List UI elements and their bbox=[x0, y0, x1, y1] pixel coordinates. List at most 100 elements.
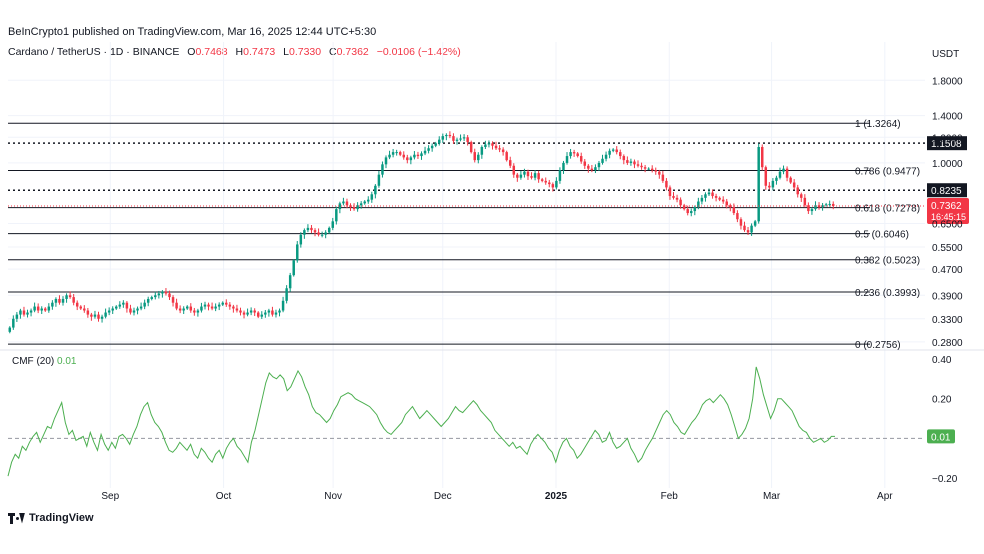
published-line: BeInCrypto1 published on TradingView.com… bbox=[8, 26, 377, 38]
fib-label-3: 0.5 (0.6046) bbox=[855, 230, 909, 241]
candle-body-47 bbox=[175, 302, 178, 309]
candle-body-132 bbox=[477, 154, 480, 161]
candle-body-6 bbox=[29, 310, 33, 313]
ohlc-high: 0.7473 bbox=[243, 46, 276, 58]
candle-body-177 bbox=[636, 164, 640, 166]
candle-body-43 bbox=[161, 291, 164, 294]
cmf-label: CMF (20) bbox=[12, 356, 54, 367]
candle-body-152 bbox=[548, 182, 551, 185]
candle-body-74 bbox=[271, 310, 274, 315]
candle-body-0 bbox=[8, 327, 12, 332]
candle-body-8 bbox=[36, 306, 40, 311]
candle-body-160 bbox=[576, 153, 579, 157]
candle-body-122 bbox=[441, 136, 445, 140]
price-axis-tick-5: 0.5500 bbox=[932, 243, 963, 254]
candle-body-66 bbox=[242, 312, 246, 315]
candle-body-76 bbox=[278, 310, 281, 313]
candle-body-3 bbox=[19, 310, 22, 315]
candle-body-54 bbox=[200, 306, 203, 311]
candle-body-46 bbox=[171, 297, 175, 303]
candle-body-111 bbox=[402, 154, 405, 158]
candle-body-223 bbox=[800, 194, 803, 198]
candle-body-27 bbox=[104, 312, 107, 317]
candle-body-16 bbox=[65, 295, 68, 299]
candle-body-56 bbox=[207, 304, 210, 307]
candle-body-100 bbox=[363, 201, 366, 204]
fib-label-0: 1 (1.3264) bbox=[855, 119, 901, 130]
cmf-value: 0.01 bbox=[57, 356, 77, 367]
candle-body-155 bbox=[558, 170, 562, 181]
candle-body-172 bbox=[619, 152, 622, 157]
candle-body-70 bbox=[256, 312, 260, 317]
candle-body-28 bbox=[107, 310, 111, 313]
candle-body-211 bbox=[757, 146, 760, 222]
candle-body-67 bbox=[246, 312, 249, 315]
candle-body-88 bbox=[320, 234, 324, 236]
candle-body-148 bbox=[533, 173, 537, 178]
price-axis-tick-2: 1.2000 bbox=[932, 133, 963, 144]
candle-body-168 bbox=[604, 154, 608, 159]
candle-body-82 bbox=[299, 234, 303, 245]
candle-body-137 bbox=[494, 145, 498, 149]
candle-body-38 bbox=[143, 302, 146, 307]
candle-body-141 bbox=[508, 160, 512, 166]
candle-body-65 bbox=[239, 310, 242, 313]
candle-body-139 bbox=[501, 149, 505, 153]
candle-body-97 bbox=[352, 207, 356, 210]
candle-body-22 bbox=[86, 310, 90, 315]
candle-body-162 bbox=[583, 161, 587, 166]
candle-body-7 bbox=[33, 306, 36, 311]
candle-body-50 bbox=[186, 306, 189, 309]
candle-body-103 bbox=[374, 185, 377, 195]
candle-body-214 bbox=[768, 185, 771, 188]
candle-body-98 bbox=[356, 205, 359, 210]
candle-body-227 bbox=[814, 205, 817, 210]
candle-body-117 bbox=[423, 150, 427, 154]
candle-body-52 bbox=[193, 310, 196, 313]
candle-body-220 bbox=[789, 177, 792, 183]
candle-body-55 bbox=[203, 304, 207, 307]
tradingview-logo-icon bbox=[8, 512, 25, 524]
candle-body-112 bbox=[406, 157, 409, 161]
cmf-value-tag bbox=[927, 429, 955, 444]
candle-body-228 bbox=[817, 205, 821, 208]
candle-body-170 bbox=[611, 149, 615, 151]
price-axis-tick-9: 0.2800 bbox=[932, 338, 963, 349]
candle-body-42 bbox=[157, 293, 161, 296]
price-axis-tick-3: 1.0000 bbox=[932, 159, 963, 170]
candle-body-158 bbox=[569, 152, 572, 157]
candle-body-124 bbox=[448, 134, 452, 137]
candle-body-193 bbox=[693, 207, 697, 212]
fib-label-1: 0.786 (0.9477) bbox=[855, 166, 920, 177]
candle-body-171 bbox=[615, 149, 618, 153]
candle-body-173 bbox=[622, 156, 626, 161]
candle-body-106 bbox=[384, 157, 388, 165]
candle-body-127 bbox=[459, 138, 462, 140]
candle-body-179 bbox=[643, 167, 647, 169]
candle-body-126 bbox=[455, 139, 459, 141]
candle-body-125 bbox=[452, 136, 455, 141]
last-price-countdown: 16:45:15 bbox=[931, 212, 966, 222]
time-axis-tick-2: Nov bbox=[324, 491, 342, 502]
ohlc-change: −0.0106 (−1.42%) bbox=[376, 46, 461, 58]
price-axis-tick-6: 0.4700 bbox=[932, 265, 963, 276]
candle-body-30 bbox=[115, 306, 118, 309]
candle-body-190 bbox=[682, 205, 686, 210]
candle-body-118 bbox=[427, 148, 430, 151]
candle-body-192 bbox=[690, 211, 693, 214]
candle-body-40 bbox=[150, 297, 153, 299]
candle-body-61 bbox=[225, 302, 228, 305]
candle-body-15 bbox=[61, 298, 65, 303]
candle-body-116 bbox=[420, 153, 423, 157]
price-axis-currency: USDT bbox=[932, 49, 959, 60]
symbol-name: Cardano / TetherUS · 1D · BINANCE bbox=[8, 46, 180, 58]
candle-body-157 bbox=[565, 156, 569, 163]
candle-body-221 bbox=[792, 182, 796, 188]
candle-body-135 bbox=[487, 143, 491, 145]
time-axis-tick-7: Apr bbox=[877, 491, 893, 502]
candle-body-188 bbox=[675, 197, 679, 200]
candle-body-9 bbox=[40, 308, 43, 311]
candle-body-86 bbox=[313, 230, 317, 233]
cmf-axis-tick-0: 0.40 bbox=[932, 355, 952, 366]
